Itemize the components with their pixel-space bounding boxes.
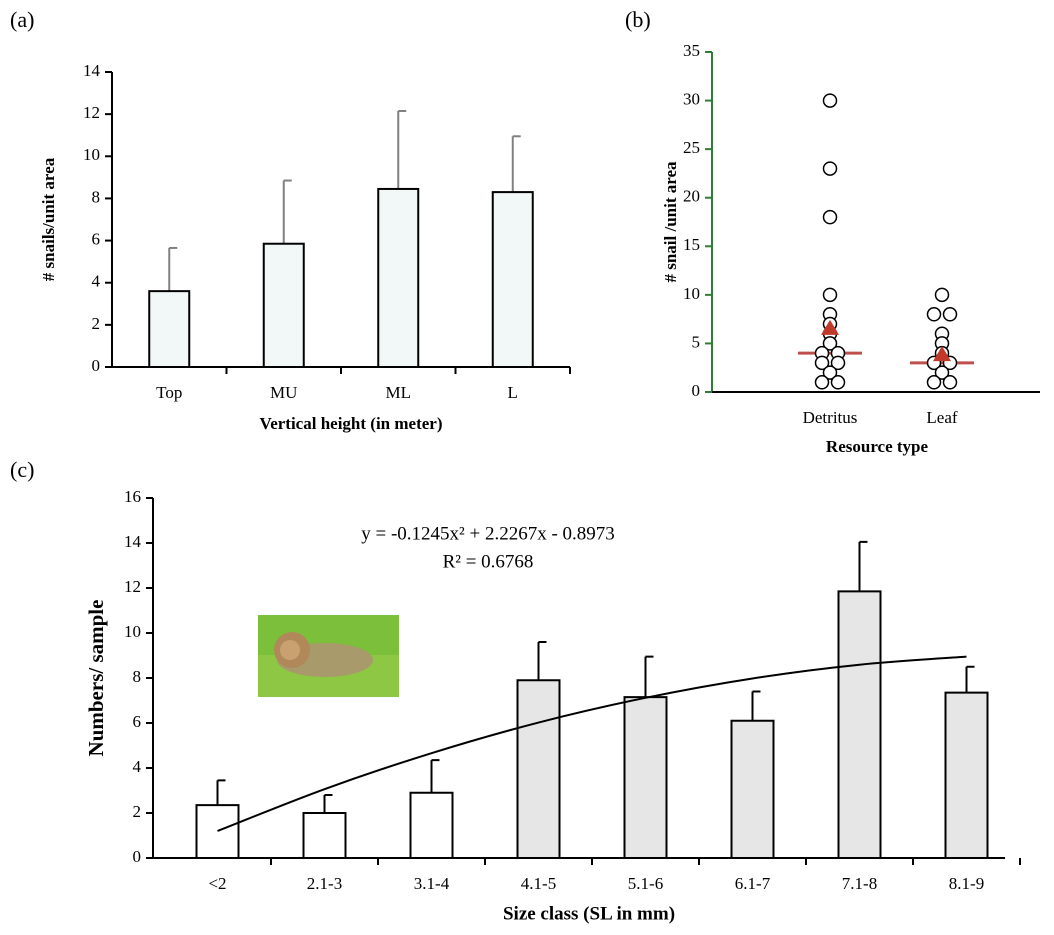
x-tick-label: Leaf	[926, 408, 957, 427]
bar	[262, 242, 305, 369]
x-tick-label: L	[508, 383, 518, 402]
bar	[837, 590, 882, 859]
y-tick-label: 10	[683, 284, 700, 303]
y-tick-label: 5	[692, 332, 701, 351]
bar	[195, 804, 240, 859]
panel: (c) Numbers/ sample Size class (SL in mm) 0…	[10, 457, 1021, 924]
panel-label: (b)	[625, 7, 651, 32]
bar	[623, 696, 668, 859]
annotation: y = -0.1245x² + 2.2267x - 0.8973	[361, 523, 615, 544]
y-tick-label: 0	[133, 847, 142, 866]
point	[822, 209, 838, 225]
x-axis-title: Size class (SL in mm)	[503, 903, 675, 924]
point	[822, 365, 838, 380]
y-tick-label: 14	[83, 61, 101, 80]
point	[926, 307, 942, 322]
point	[926, 375, 942, 390]
y-tick-label: 30	[683, 89, 700, 108]
y-tick-label: 10	[124, 622, 141, 641]
bar	[377, 187, 420, 368]
bar	[148, 290, 191, 368]
point	[934, 365, 950, 380]
x-axis-title: Vertical height (in meter)	[259, 414, 442, 433]
panel: (a) # snails/unit area Vertical height (in…	[10, 7, 571, 433]
bar	[409, 791, 454, 859]
y-axis-title: Numbers/ sample	[84, 600, 108, 757]
x-tick-label: 2.1-3	[307, 874, 342, 893]
y-tick-label: 6	[92, 229, 101, 248]
y-tick-label: 35	[683, 41, 700, 60]
y-tick-label: 4	[133, 757, 142, 776]
bar	[491, 191, 534, 368]
snail-photo	[258, 615, 399, 697]
x-tick-label: 4.1-5	[521, 874, 556, 893]
y-tick-label: 12	[124, 577, 141, 596]
x-tick-label: 7.1-8	[842, 874, 877, 893]
y-tick-label: 12	[83, 103, 100, 122]
point	[830, 355, 846, 371]
y-tick-label: 10	[83, 145, 100, 164]
point	[822, 93, 838, 108]
x-tick-label: Top	[156, 383, 182, 402]
y-tick-label: 16	[124, 487, 141, 506]
x-tick-label: 5.1-6	[628, 874, 663, 893]
bar	[944, 691, 989, 859]
y-tick-label: 8	[92, 187, 101, 206]
x-axis-title: Resource type	[826, 437, 929, 456]
bar	[302, 812, 347, 859]
y-axis-title: # snail /unit area	[661, 161, 680, 283]
x-tick-label: ML	[386, 383, 412, 402]
panel: (b) # snail /unit area Resource type 0 5 10 15…	[625, 7, 1040, 456]
point	[830, 375, 846, 390]
point	[822, 336, 838, 351]
y-tick-label: 15	[683, 235, 700, 254]
y-tick-label: 14	[124, 532, 142, 551]
annotation: R² = 0.6768	[443, 551, 534, 572]
x-tick-label: <2	[208, 874, 226, 893]
point	[822, 161, 838, 176]
point	[942, 375, 958, 390]
y-tick-label: 4	[92, 272, 101, 291]
trendline	[217, 655, 967, 832]
y-tick-label: 6	[133, 712, 142, 731]
x-tick-label: MU	[270, 383, 297, 402]
y-tick-label: 0	[692, 381, 701, 400]
point	[942, 307, 958, 322]
bar	[730, 719, 775, 859]
bar	[516, 679, 561, 859]
mean-marker	[821, 319, 839, 335]
mean-marker	[933, 346, 951, 362]
point	[822, 287, 838, 303]
panel-label: (c)	[10, 457, 34, 482]
x-tick-label: 3.1-4	[414, 874, 450, 893]
y-tick-label: 2	[133, 802, 142, 821]
point	[814, 375, 830, 390]
y-axis-title: # snails/unit area	[39, 157, 58, 281]
y-tick-label: 8	[133, 667, 142, 686]
x-tick-label: 8.1-9	[949, 874, 984, 893]
y-tick-label: 0	[92, 356, 101, 375]
y-tick-label: 20	[683, 187, 700, 206]
panel-label: (a)	[10, 7, 34, 32]
y-tick-label: 2	[92, 314, 101, 333]
point	[814, 355, 830, 371]
point	[934, 287, 950, 303]
x-tick-label: 6.1-7	[735, 874, 771, 893]
x-tick-label: Detritus	[803, 408, 858, 427]
y-tick-label: 25	[683, 138, 700, 157]
